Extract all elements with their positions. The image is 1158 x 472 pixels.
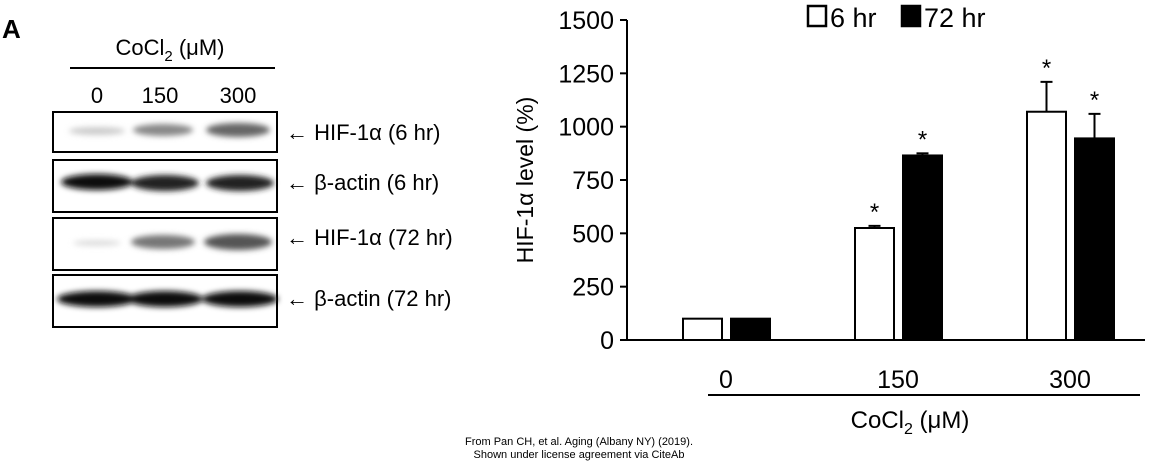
blot-header: CoCl2 (μM) (115, 35, 224, 65)
legend-swatch (806, 4, 828, 28)
legend-swatch (900, 4, 922, 28)
blot-header-unit: (μM) (173, 35, 225, 60)
credit: From Pan CH, et al. Aging (Albany NY) (2… (465, 436, 693, 448)
y-tick-label: 0 (600, 327, 614, 355)
panel-label: A (2, 14, 21, 44)
significance-mark: * (1042, 55, 1051, 82)
significance-mark: * (1090, 87, 1099, 114)
legend-label: 6 hr (830, 3, 877, 33)
bar (730, 317, 771, 341)
y-tick-label: 1250 (558, 60, 614, 88)
bar (902, 154, 943, 341)
y-axis-label: HIF-1α level (%) (512, 97, 538, 264)
lane-label: 150 (142, 83, 179, 108)
blot-header-text: CoCl (115, 35, 164, 60)
blot-bands (57, 123, 278, 307)
blot-header-sub: 2 (164, 48, 172, 65)
legend-label: 72 hr (924, 3, 986, 33)
blot-row-label: ← HIF-1α (6 hr) (286, 120, 441, 145)
lane-label: 0 (91, 83, 103, 108)
significance-mark: * (870, 199, 879, 226)
x-tick-label: 300 (1049, 366, 1091, 394)
x-label-unit: (μM) (913, 407, 969, 434)
x-label-text: CoCl (851, 407, 904, 434)
y-tick-label: 1500 (558, 7, 614, 35)
lane-label: 300 (220, 83, 257, 108)
bar (1026, 110, 1067, 341)
y-tick-label: 750 (572, 167, 614, 195)
y-tick-label: 250 (572, 274, 614, 302)
significance-mark: * (918, 126, 927, 153)
bar (1074, 137, 1115, 341)
x-label-sub: 2 (904, 421, 913, 438)
x-tick-label: 0 (719, 366, 733, 394)
bar (854, 227, 895, 341)
x-axis-label: CoCl2 (μM) (851, 407, 970, 438)
credit: Shown under license agreement via CiteAb (474, 449, 685, 461)
bar (682, 317, 723, 341)
blot-row-label: ← HIF-1α (72 hr) (286, 225, 453, 250)
x-tick-label: 150 (877, 366, 919, 394)
y-tick-label: 1000 (558, 114, 614, 142)
blot-row-label: ← β-actin (72 hr) (286, 286, 451, 311)
y-tick-label: 500 (572, 220, 614, 248)
blot-row-label: ← β-actin (6 hr) (286, 170, 439, 195)
